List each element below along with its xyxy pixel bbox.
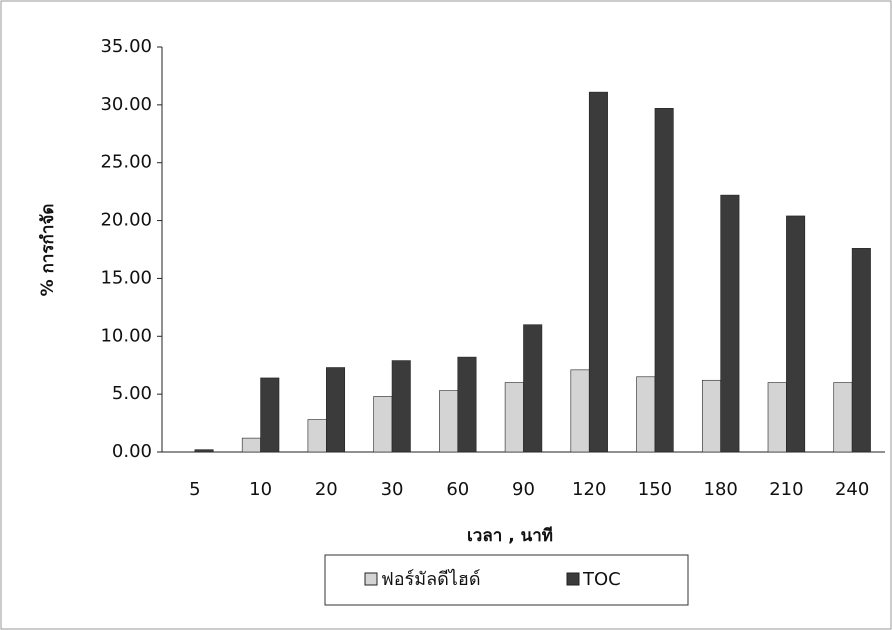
- x-tick-label: 150: [638, 479, 672, 500]
- y-tick-label: 5.00: [112, 383, 152, 404]
- x-tick-label: 10: [249, 479, 272, 500]
- bar: [326, 368, 344, 452]
- bar: [392, 361, 410, 452]
- y-axis-title: % การกำจัด: [38, 204, 58, 297]
- x-tick-label: 240: [835, 479, 869, 500]
- bar: [721, 195, 739, 452]
- legend-box: [325, 555, 688, 605]
- x-tick-label: 210: [769, 479, 803, 500]
- x-tick-label: 180: [704, 479, 738, 500]
- x-tick-label: 60: [446, 479, 469, 500]
- y-tick-label: 35.00: [100, 36, 152, 57]
- bar: [458, 357, 476, 452]
- bar: [637, 377, 655, 452]
- y-tick-label: 25.00: [100, 152, 152, 173]
- bar: [374, 396, 392, 452]
- chart: % การกำจัด เวลา , นาที 0.00 5.00 10.00 15.0…: [0, 0, 892, 630]
- x-tick-label: 30: [381, 479, 404, 500]
- bar: [834, 383, 852, 452]
- bar: [786, 216, 804, 452]
- bar: [524, 325, 542, 452]
- bar: [195, 450, 213, 452]
- bar: [505, 383, 523, 452]
- y-tick-label: 20.00: [100, 210, 152, 231]
- x-tick-label: 120: [572, 479, 606, 500]
- y-tick-label: 10.00: [100, 325, 152, 346]
- bar: [571, 370, 589, 452]
- y-tick-label: 15.00: [100, 267, 152, 288]
- legend-swatch: [567, 573, 579, 585]
- y-tick-label: 30.00: [100, 94, 152, 115]
- x-tick-label: 5: [189, 479, 200, 500]
- bar: [261, 378, 279, 452]
- bar: [852, 248, 870, 452]
- x-axis-title: เวลา , นาที: [467, 525, 553, 546]
- bar: [655, 108, 673, 452]
- y-tick-label: 0.00: [112, 441, 152, 462]
- bar: [589, 92, 607, 452]
- legend-label: TOC: [582, 569, 621, 590]
- legend-label: ฟอร์มัลดีไฮด์: [381, 568, 481, 590]
- bar: [242, 438, 260, 452]
- bar: [702, 380, 720, 452]
- x-tick-label: 90: [512, 479, 535, 500]
- bar: [308, 420, 326, 452]
- bar: [768, 383, 786, 452]
- legend-swatch: [365, 573, 377, 585]
- x-tick-label: 20: [315, 479, 338, 500]
- bar: [439, 391, 457, 452]
